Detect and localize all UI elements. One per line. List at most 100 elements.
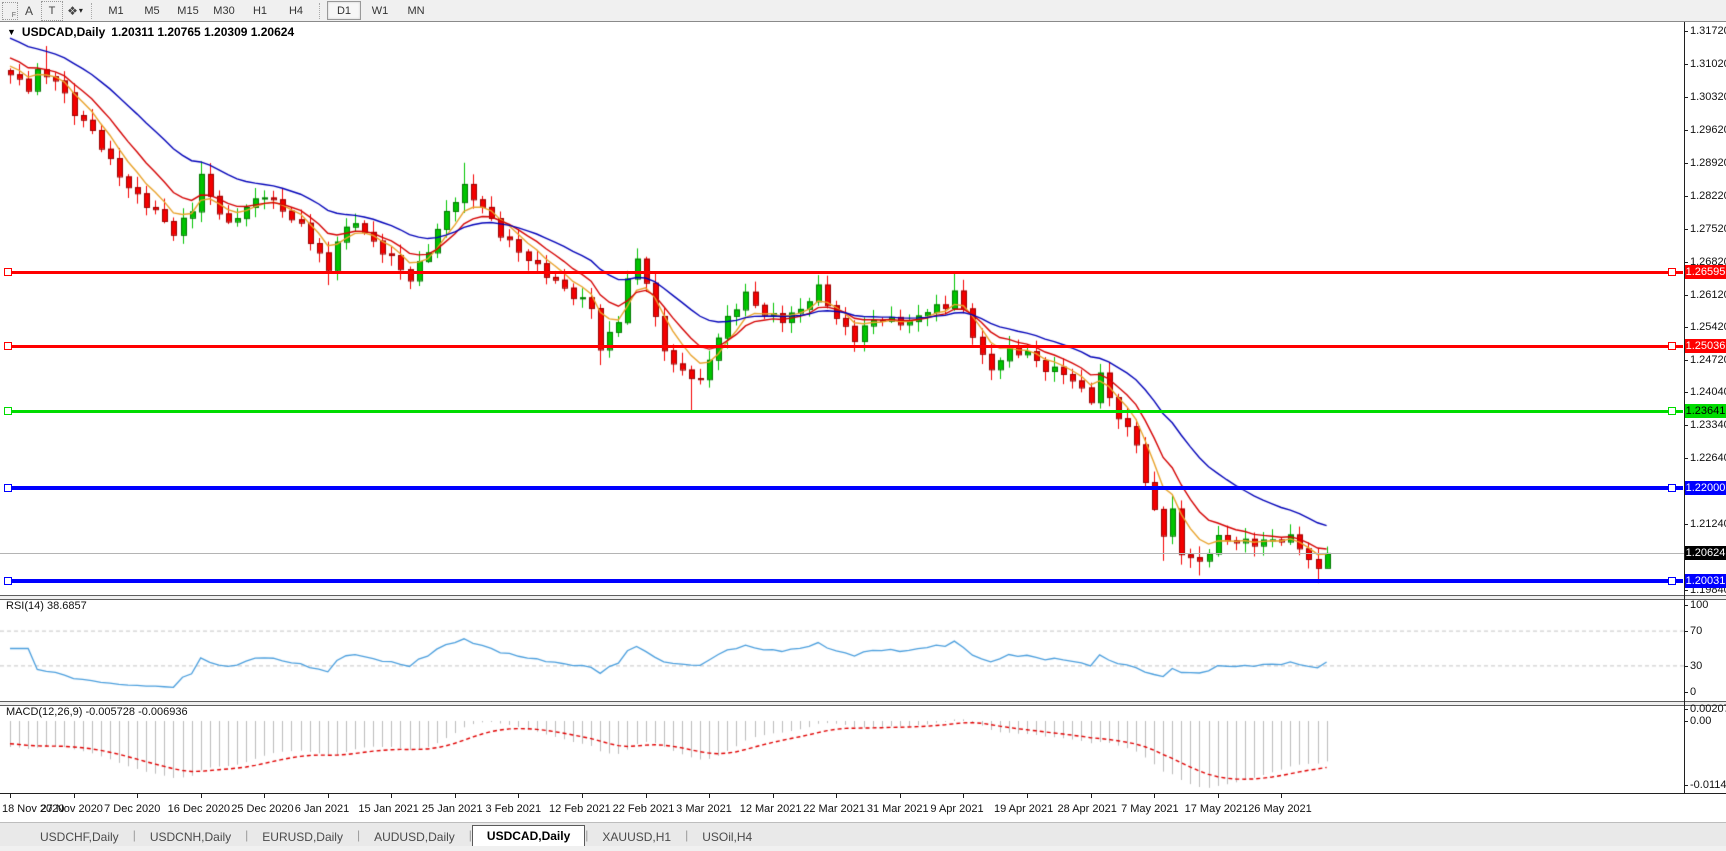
support-line-green-price-badge[interactable]: 1.23641	[1685, 404, 1726, 419]
date-label: 3 Feb 2021	[485, 803, 542, 815]
date-tick	[200, 794, 202, 798]
support-line-green-handle[interactable]	[4, 407, 12, 416]
tab-eurusd-daily[interactable]: EURUSD,Daily	[262, 830, 343, 844]
tab-audusd-daily[interactable]: AUDUSD,Daily	[374, 830, 455, 844]
price-tick	[1684, 524, 1688, 526]
price-tick	[1684, 228, 1688, 230]
tab-usdchf-daily[interactable]: USDCHF,Daily	[40, 830, 119, 844]
price-tick	[1684, 327, 1688, 329]
price-tick-label: 1.27520	[1690, 222, 1726, 235]
tab-separator: |	[132, 828, 136, 842]
main-chart-canvas[interactable]	[0, 22, 1684, 595]
resistance-line-1-price-badge[interactable]: 1.26595	[1685, 265, 1726, 280]
timeframe-button-d1[interactable]: D1	[327, 1, 361, 20]
resistance-line-2[interactable]	[6, 344, 1683, 348]
timeframe-button-m15[interactable]: M15	[177, 4, 199, 17]
timeframe-button-m1[interactable]: M1	[108, 4, 124, 17]
timeframe-button-m30[interactable]: M30	[213, 4, 235, 17]
price-tick	[1684, 294, 1688, 296]
date-label: 12 Feb 2021	[549, 803, 611, 815]
macd-canvas[interactable]	[0, 704, 1684, 793]
resistance-line-1[interactable]	[6, 271, 1683, 275]
timeframe-button-h4[interactable]: H4	[288, 4, 304, 17]
price-tick	[1684, 458, 1688, 460]
support-line-blue-1-handle[interactable]	[1668, 484, 1676, 493]
price-axis-line	[1684, 22, 1685, 793]
resistance-line-2-handle[interactable]	[1668, 341, 1676, 350]
date-tick	[1217, 794, 1219, 798]
price-tick-label: 1.26820	[1690, 255, 1726, 268]
date-tick	[518, 794, 520, 798]
date-tick	[899, 794, 901, 798]
macd-tick	[1684, 785, 1688, 787]
resistance-line-1-handle[interactable]	[1668, 268, 1676, 277]
support-line-blue-2[interactable]	[6, 579, 1683, 584]
tab-usdcad-daily[interactable]: USDCAD,Daily	[471, 825, 586, 847]
price-tick-label: 1.31020	[1690, 57, 1726, 70]
support-line-blue-1[interactable]	[6, 486, 1683, 491]
resistance-line-1-handle[interactable]	[4, 268, 12, 277]
time-axis[interactable]: 18 Nov 2020 27 Nov 2020 7 Dec 2020 16 Dec 2…	[0, 793, 1726, 823]
support-line-blue-2-price-badge[interactable]: 1.20031	[1685, 574, 1726, 589]
price-tick	[1684, 162, 1688, 164]
objects-style-icon[interactable]: ❖ ▾	[67, 3, 83, 18]
chart-title: ▼ USDCAD,Daily 1.20311 1.20765 1.20309 1…	[7, 25, 294, 39]
timeframe-button-m5[interactable]: M5	[144, 4, 160, 17]
price-tick-label: 1.28220	[1690, 189, 1726, 202]
toolbar-drag-handle-icon[interactable]: F	[2, 1, 18, 20]
date-label: 7 May 2021	[1121, 803, 1179, 815]
timeframe-button-mn[interactable]: MN	[407, 4, 425, 17]
date-label: 17 May 2021	[1184, 803, 1249, 815]
macd-tick	[1684, 709, 1688, 711]
date-label: 22 Feb 2021	[612, 803, 675, 815]
symbol-collapse-icon[interactable]: ▼	[7, 27, 16, 37]
support-line-blue-1-price-badge[interactable]: 1.22000	[1685, 481, 1726, 496]
price-tick-label: 1.23340	[1690, 419, 1726, 432]
support-line-blue-1-handle[interactable]	[4, 484, 12, 493]
date-label: 25 Dec 2020	[231, 803, 294, 815]
date-label: 15 Jan 2021	[358, 803, 419, 815]
rsi-label: RSI(14) 38.6857	[6, 600, 87, 612]
date-tick	[1154, 794, 1156, 798]
date-tick	[963, 794, 965, 798]
date-label: 19 Apr 2021	[993, 803, 1054, 815]
support-line-green-handle[interactable]	[1668, 407, 1676, 416]
text-tool-icon[interactable]: T	[41, 0, 63, 21]
tab-usdcnh-daily[interactable]: USDCNH,Daily	[149, 830, 232, 844]
date-label: 31 Mar 2021	[866, 803, 929, 815]
timeframe-button-h1[interactable]: H1	[252, 4, 268, 17]
rsi-tick-label: 30	[1690, 659, 1703, 672]
date-label: 26 May 2021	[1248, 803, 1312, 815]
date-label: 28 Apr 2021	[1057, 803, 1117, 815]
ohlc-readout: 1.20311 1.20765 1.20309 1.20624	[111, 25, 295, 39]
timeframe-button-w1[interactable]: W1	[371, 4, 389, 17]
price-tick-label: 1.24720	[1690, 354, 1726, 367]
date-tick	[454, 794, 456, 798]
price-tick-label: 1.31720	[1690, 25, 1726, 37]
date-tick	[1090, 794, 1092, 798]
tab-xauusd-h1[interactable]: XAUUSD,H1	[602, 830, 672, 844]
date-label: 22 Mar 2021	[803, 803, 866, 815]
tab-usoil-h4[interactable]: USOil,H4	[702, 830, 753, 844]
support-line-blue-2-handle[interactable]	[1668, 577, 1676, 586]
date-tick	[137, 794, 139, 798]
resistance-line-2-handle[interactable]	[4, 341, 12, 350]
current-price-line	[0, 553, 1684, 555]
price-tick	[1684, 129, 1688, 131]
date-label: 6 Jan 2021	[294, 803, 350, 815]
rsi-canvas[interactable]	[0, 598, 1684, 701]
tab-separator: |	[245, 828, 249, 842]
date-tick	[1281, 794, 1283, 798]
support-line-green[interactable]	[6, 410, 1683, 414]
price-tick	[1684, 96, 1688, 98]
resistance-line-2-price-badge[interactable]: 1.25036	[1685, 338, 1726, 353]
date-label: 18 Nov 2020	[2, 803, 65, 815]
date-tick	[391, 794, 393, 798]
current-price-badge[interactable]: 1.20624	[1685, 546, 1726, 561]
date-label: 7 Dec 2020	[104, 803, 161, 815]
font-a-icon[interactable]: A	[24, 3, 33, 18]
rsi-tick-label: 0	[1690, 686, 1697, 698]
support-line-blue-2-handle[interactable]	[4, 577, 12, 586]
macd-label: MACD(12,26,9) -0.005728 -0.006936	[6, 706, 188, 718]
price-tick	[1684, 392, 1688, 394]
